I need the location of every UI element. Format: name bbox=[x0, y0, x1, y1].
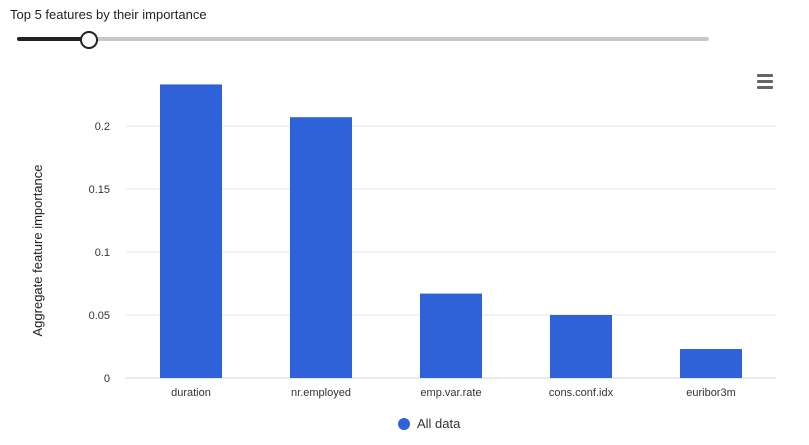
y-tick-label: 0 bbox=[104, 373, 110, 385]
y-tick-label: 0.15 bbox=[89, 184, 110, 196]
y-tick-label: 0.05 bbox=[89, 310, 110, 322]
x-tick-label: nr.employed bbox=[291, 387, 351, 399]
slider-thumb[interactable] bbox=[80, 31, 98, 49]
legend-item-all-data[interactable]: All data bbox=[398, 416, 460, 431]
x-tick-label: euribor3m bbox=[686, 387, 736, 399]
hamburger-menu-icon-bar bbox=[757, 80, 773, 83]
bar bbox=[680, 349, 742, 378]
x-tick-label: duration bbox=[171, 387, 211, 399]
legend-label: All data bbox=[417, 416, 461, 431]
hamburger-menu-icon bbox=[757, 74, 773, 77]
bar bbox=[290, 117, 352, 379]
slider-track[interactable] bbox=[17, 37, 709, 41]
y-tick-label: 0.1 bbox=[95, 247, 110, 259]
legend-swatch-icon bbox=[398, 417, 410, 430]
chart-menu-button[interactable] bbox=[754, 72, 776, 92]
hamburger-menu-icon-bar bbox=[757, 86, 773, 89]
bar bbox=[420, 293, 482, 378]
x-tick-label: emp.var.rate bbox=[420, 387, 481, 399]
bar bbox=[550, 315, 612, 378]
y-tick-label: 0.2 bbox=[95, 121, 110, 133]
bar bbox=[160, 84, 222, 379]
x-tick-label: cons.conf.idx bbox=[549, 387, 614, 399]
slider-fill bbox=[17, 37, 88, 41]
top-features-slider[interactable] bbox=[17, 30, 709, 49]
y-axis-title: Aggregate feature importance bbox=[30, 165, 45, 337]
panel-title: Top 5 features by their importance bbox=[10, 7, 207, 22]
